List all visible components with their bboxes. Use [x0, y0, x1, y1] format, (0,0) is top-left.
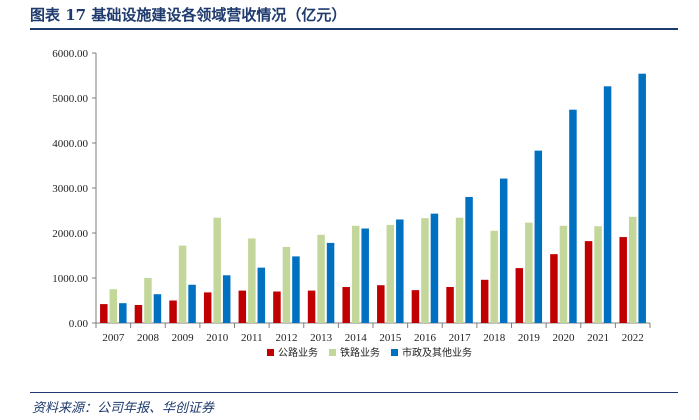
bar-2007-3: [119, 303, 127, 323]
bar-2019-2: [525, 222, 533, 323]
bar-2020-3: [569, 109, 577, 323]
bar-2020-2: [559, 225, 568, 323]
bar-2015-1: [377, 285, 385, 323]
bar-2017-3: [465, 197, 473, 323]
bar-2016-3: [430, 213, 439, 323]
bar-2010-1: [203, 292, 212, 323]
x-tick-label: 2010: [206, 332, 229, 344]
x-axis: 2007 2008 2009 2010 2011 2012 2013 2014 2015 2016…: [95, 322, 651, 344]
y-tick-label: 5000.00: [52, 93, 88, 105]
y-axis: 0.00 1000.00 2000.00 3000.00 4000.00 5000.00 6…: [52, 48, 97, 330]
bar-2011-2: [248, 238, 256, 323]
bar-2014-1: [342, 287, 350, 323]
bar-2008-1: [134, 305, 143, 323]
source-divider: [30, 392, 678, 393]
bar-2015-2: [386, 224, 395, 323]
bar-2014-3: [361, 228, 369, 323]
bar-2022-2: [628, 216, 637, 323]
bar-2021-3: [603, 86, 612, 323]
x-tick-label: 2011: [241, 332, 263, 344]
bar-2017-2: [455, 217, 464, 323]
bar-2021-1: [584, 241, 593, 323]
x-tick-label: 2017: [449, 332, 472, 344]
bar-2011-3: [257, 267, 266, 323]
legend-swatch: [329, 349, 336, 356]
y-tick-label: 3000.00: [52, 183, 88, 195]
bars: [100, 73, 646, 323]
bar-2016-2: [421, 218, 429, 323]
x-tick-label: 2008: [137, 332, 160, 344]
x-tick-label: 2012: [275, 332, 297, 344]
bar-2007-1: [100, 304, 108, 323]
bar-2022-3: [638, 73, 646, 323]
x-tick-label: 2007: [102, 332, 125, 344]
y-tick-label: 4000.00: [52, 138, 88, 150]
bar-2010-3: [222, 275, 231, 323]
bar-2018-1: [480, 279, 489, 323]
bar-2013-3: [326, 242, 335, 323]
bar-2007-2: [109, 289, 118, 323]
bar-2019-3: [534, 150, 543, 323]
x-tick-label: 2020: [552, 332, 575, 344]
legend-label: 铁路业务: [340, 346, 380, 359]
bar-2009-3: [188, 284, 196, 323]
y-tick-label: 2000.00: [52, 228, 88, 240]
bar-2014-2: [351, 225, 360, 323]
bar-2021-2: [594, 226, 602, 323]
bar-2019-1: [515, 268, 524, 323]
bar-2012-1: [273, 291, 281, 323]
bar-2011-1: [238, 290, 247, 323]
bar-2008-2: [144, 278, 152, 323]
bar-2020-1: [550, 254, 558, 323]
bar-2010-2: [213, 217, 221, 323]
x-tick-label: 2019: [518, 332, 541, 344]
bar-2022-1: [619, 237, 627, 323]
bar-2012-3: [292, 256, 300, 323]
bar-2008-3: [153, 294, 162, 323]
bar-2017-1: [446, 287, 454, 323]
bar-2009-1: [169, 300, 177, 323]
source-note: 资料来源：公司年报、华创证券: [32, 401, 215, 416]
bar-2015-3: [396, 219, 404, 323]
bar-2018-2: [490, 230, 498, 323]
title-divider: [30, 28, 678, 30]
legend-swatch: [267, 349, 274, 356]
x-tick-label: 2016: [414, 332, 437, 344]
x-tick-label: 2009: [172, 332, 195, 344]
x-tick-label: 2018: [483, 332, 506, 344]
y-tick-label: 1000.00: [52, 273, 88, 285]
x-tick-label: 2015: [379, 332, 402, 344]
legend-label: 公路业务: [278, 346, 318, 359]
bar-2018-3: [499, 178, 508, 323]
bar-2013-1: [307, 290, 316, 323]
bar-2016-1: [411, 290, 420, 323]
legend-label: 市政及其他业务: [402, 346, 472, 359]
legend-swatch: [391, 349, 398, 356]
bar-2013-2: [317, 234, 325, 323]
figure-title: 图表 17 基础设施建设各领域营收情况（亿元）: [30, 6, 347, 24]
legend: 公路业务 铁路业务 市政及其他业务: [267, 346, 472, 359]
x-tick-label: 2013: [310, 332, 333, 344]
y-tick-label: 0.00: [69, 318, 89, 330]
x-tick-label: 2021: [587, 332, 609, 344]
bar-2009-2: [178, 245, 187, 323]
x-tick-label: 2014: [345, 332, 368, 344]
bar-2012-2: [282, 246, 291, 323]
x-tick-label: 2022: [622, 332, 644, 344]
y-tick-label: 6000.00: [52, 48, 88, 60]
